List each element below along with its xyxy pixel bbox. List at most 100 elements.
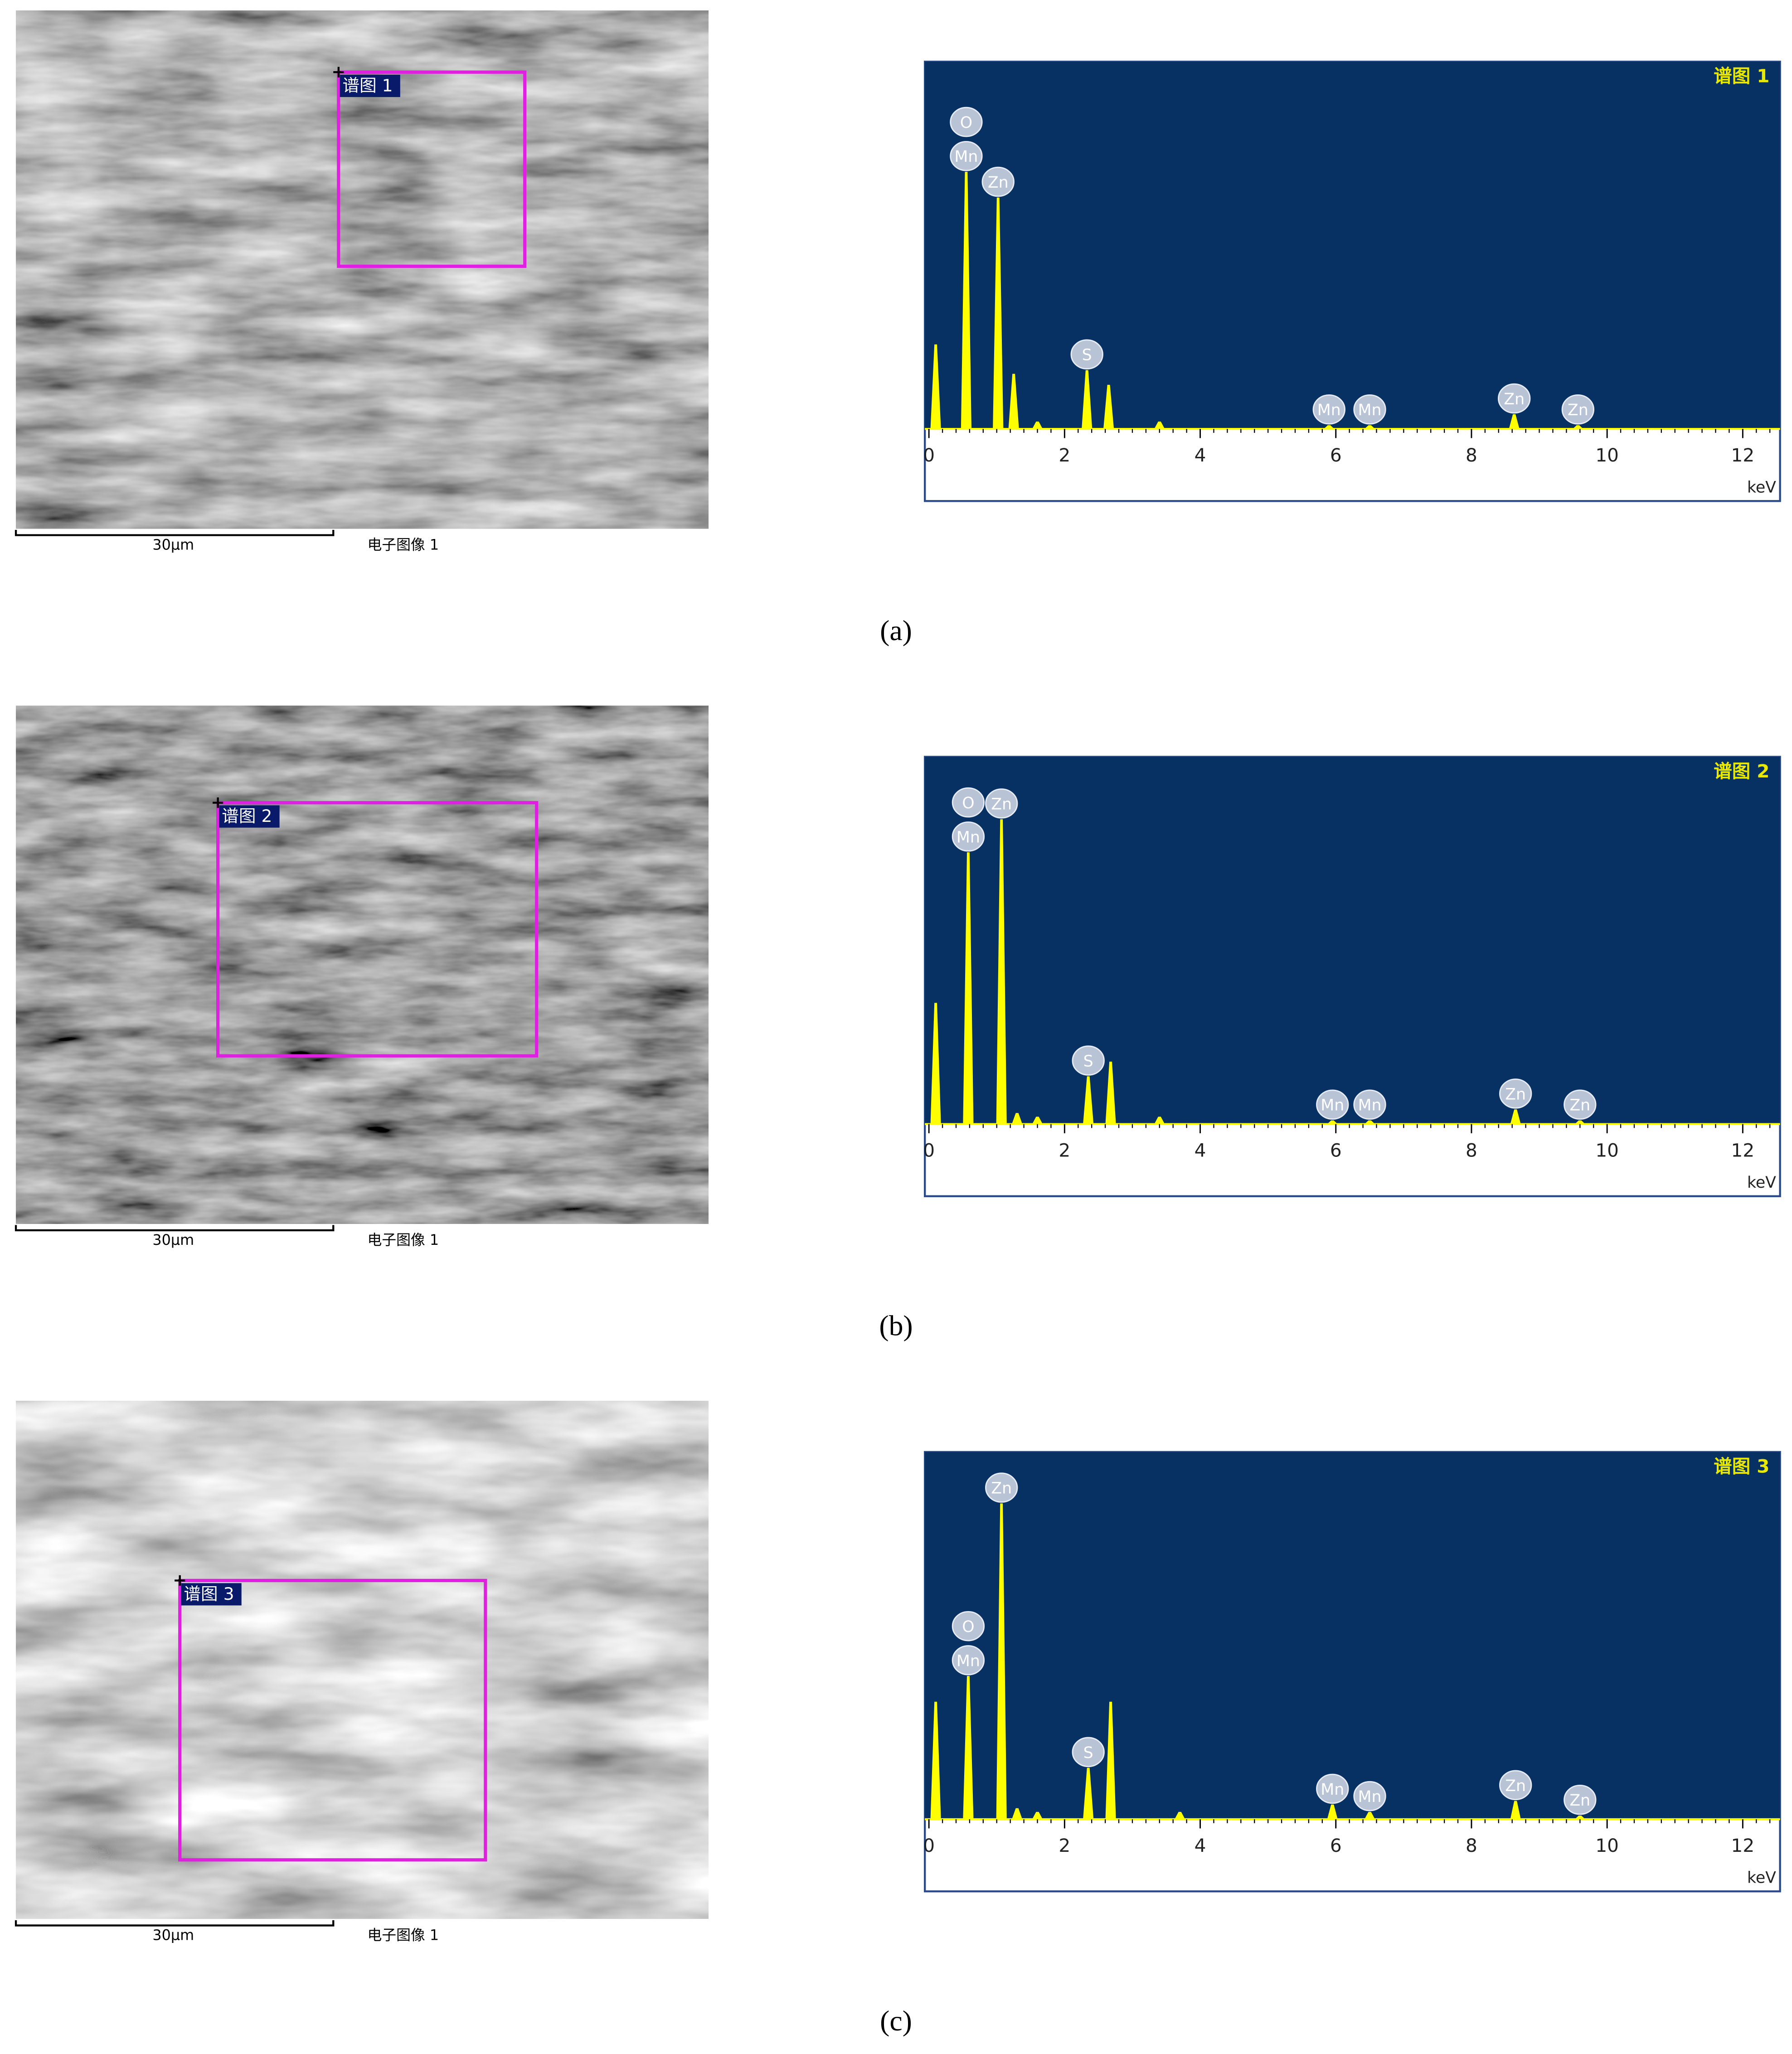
x-tick-label: 0: [923, 1139, 935, 1161]
x-tick-label: 2: [1059, 444, 1070, 466]
peak: [1032, 1811, 1043, 1820]
element-label: Zn: [1568, 401, 1588, 419]
x-tick-label: 0: [923, 1835, 935, 1856]
crosshair: [333, 67, 344, 78]
x-tick-label: 12: [1731, 444, 1755, 466]
element-badge: [952, 787, 985, 818]
element-badge: [1353, 1089, 1386, 1120]
analysis-region: [337, 70, 527, 268]
element-label: Mn: [957, 1652, 980, 1670]
scale-bar: [15, 529, 335, 536]
image-label: 电子图像 1: [367, 1231, 439, 1248]
element-label: Mn: [1358, 401, 1382, 419]
peak: [1083, 1076, 1094, 1124]
element-badge: [1561, 394, 1594, 425]
element-badge: [952, 1645, 985, 1675]
element-label: Zn: [988, 174, 1009, 192]
peak: [930, 1003, 941, 1124]
spectrum-plot: [925, 757, 1780, 1124]
sem-image: [16, 1401, 709, 1919]
spectrum-title: 谱图 1: [1714, 65, 1769, 87]
peak: [963, 1676, 974, 1820]
x-axis-label: keV: [1747, 478, 1776, 496]
x-tick-label: 4: [1195, 444, 1206, 466]
peak: [1364, 1811, 1375, 1820]
element-badge: [952, 1611, 985, 1641]
element-badge: [985, 1472, 1018, 1503]
peak: [1364, 1120, 1375, 1124]
element-badge: [1499, 1078, 1532, 1109]
peak: [1105, 1701, 1116, 1820]
element-label: S: [1083, 1744, 1093, 1762]
peak: [1573, 425, 1583, 429]
scale-bar: [15, 1225, 335, 1232]
scale-label: 30μm: [152, 536, 194, 554]
peak: [961, 172, 971, 429]
image-label: 电子图像 1: [367, 1927, 439, 1944]
image-label: 电子图像 1: [367, 536, 439, 554]
x-tick-label: 6: [1330, 444, 1342, 466]
peak: [1154, 421, 1165, 429]
peak: [1105, 1061, 1116, 1124]
peak: [1509, 414, 1520, 429]
x-tick-label: 10: [1595, 1139, 1619, 1161]
element-label: Mn: [1321, 1097, 1344, 1115]
element-label: Mn: [1317, 401, 1341, 419]
element-badge: [1312, 394, 1345, 425]
x-axis-label: keV: [1747, 1869, 1776, 1887]
peak: [1175, 1811, 1185, 1820]
element-label: Zn: [1505, 1777, 1526, 1795]
peak: [1364, 425, 1375, 429]
element-badge: [1072, 1737, 1105, 1768]
element-label: Zn: [1569, 1097, 1590, 1115]
region-label-bg: [181, 1583, 242, 1606]
x-tick-label: 4: [1195, 1835, 1206, 1856]
element-badge: [985, 788, 1018, 819]
spectrum-plot: [925, 1452, 1780, 1820]
x-tick-label: 4: [1195, 1139, 1206, 1161]
element-badge: [1353, 394, 1386, 425]
peak: [1032, 1117, 1043, 1124]
element-badge: [1070, 339, 1103, 370]
element-label: Mn: [954, 148, 978, 166]
region-label: 谱图 2: [222, 806, 272, 826]
element-label: Zn: [1505, 1085, 1526, 1103]
element-badge: [981, 166, 1015, 197]
element-badge: [1353, 1781, 1386, 1811]
peak: [1327, 1804, 1338, 1820]
x-tick-label: 10: [1595, 444, 1619, 466]
peak: [1510, 1801, 1521, 1820]
element-label: Zn: [991, 795, 1012, 813]
crosshair: [175, 1575, 185, 1586]
region-label-bg: [219, 805, 280, 828]
element-badge: [1564, 1089, 1597, 1120]
region-label-bg: [340, 74, 400, 97]
caption: (c): [880, 2005, 912, 2037]
peak: [993, 197, 1004, 429]
x-tick-label: 0: [923, 444, 935, 466]
element-label: O: [962, 794, 974, 812]
peak: [1083, 1768, 1094, 1820]
element-label: O: [962, 1618, 974, 1636]
caption: (a): [880, 614, 912, 646]
peak: [930, 1701, 941, 1820]
element-label: S: [1083, 1052, 1093, 1070]
analysis-region: [216, 801, 539, 1058]
element-badge: [1316, 1089, 1349, 1120]
x-tick-label: 6: [1330, 1139, 1342, 1161]
spectrum-title: 谱图 2: [1714, 760, 1769, 782]
spectrum-plot: [925, 61, 1780, 429]
spectrum-title: 谱图 3: [1714, 1456, 1769, 1477]
crosshair: [213, 797, 223, 808]
element-label: S: [1082, 346, 1092, 364]
x-axis-label: keV: [1747, 1174, 1776, 1192]
x-tick-label: 2: [1059, 1835, 1070, 1856]
peak: [1012, 1113, 1023, 1124]
element-badge: [950, 141, 983, 171]
peak: [1324, 425, 1335, 429]
peak: [996, 1503, 1007, 1820]
peak: [1082, 370, 1093, 429]
element-badge: [952, 821, 985, 852]
